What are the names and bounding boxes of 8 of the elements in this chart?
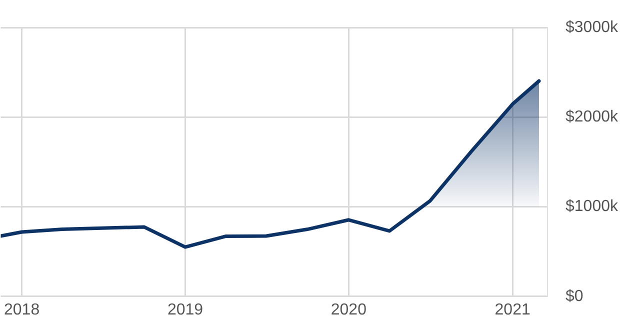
- y-tick-label: $3000k: [566, 19, 619, 36]
- x-tick-label: 2020: [330, 301, 367, 318]
- x-tick-label: 2021: [494, 301, 530, 318]
- y-tick-label: $2000k: [566, 108, 619, 126]
- y-tick-label: $1000k: [566, 198, 619, 216]
- x-tick-label: 2018: [4, 301, 40, 318]
- y-tick-label: $0: [566, 288, 584, 305]
- x-tick-label: 2019: [167, 301, 204, 318]
